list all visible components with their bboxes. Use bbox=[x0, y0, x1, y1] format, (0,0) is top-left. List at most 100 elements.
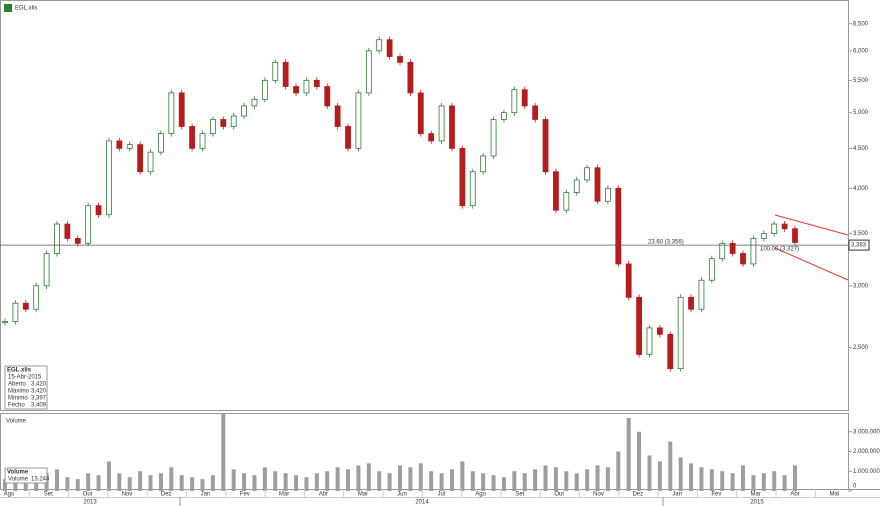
candle bbox=[604, 187, 611, 202]
candle bbox=[64, 223, 71, 239]
volume-bar bbox=[356, 465, 361, 491]
info-label: Mínimo bbox=[8, 396, 28, 402]
x-tick-label: Set bbox=[44, 492, 53, 498]
year-label: 2015 bbox=[750, 500, 764, 506]
volume-bar bbox=[210, 475, 215, 491]
candle bbox=[771, 223, 778, 234]
volume-bar bbox=[190, 477, 195, 491]
volume-bar bbox=[689, 463, 694, 491]
volume-bar bbox=[616, 451, 621, 491]
candle bbox=[43, 253, 50, 287]
volume-bar bbox=[533, 469, 538, 491]
x-tick-label: Fev bbox=[240, 492, 250, 498]
volume-bar bbox=[325, 471, 330, 491]
candle bbox=[760, 233, 767, 239]
candle bbox=[106, 140, 112, 216]
candle bbox=[490, 119, 497, 157]
candle bbox=[282, 61, 289, 87]
trend-line bbox=[774, 214, 849, 236]
x-tick-label: Set bbox=[515, 492, 524, 498]
volume-bar bbox=[273, 471, 278, 491]
volume-bar bbox=[553, 467, 558, 491]
volume-bar bbox=[720, 471, 725, 491]
candle bbox=[220, 119, 227, 127]
volume-bar bbox=[501, 477, 506, 491]
candle bbox=[594, 167, 601, 202]
y-tick-label: 6,000 bbox=[853, 48, 869, 54]
volume-bar bbox=[408, 467, 413, 491]
candle bbox=[719, 242, 726, 260]
y-tick-label: 3,000 bbox=[853, 283, 869, 289]
volume-bar bbox=[782, 475, 787, 491]
x-tick-label: Fev bbox=[711, 492, 721, 498]
volume-bar bbox=[148, 475, 153, 491]
volume-bar bbox=[522, 473, 527, 491]
volume-bar bbox=[294, 475, 299, 491]
candle bbox=[303, 79, 310, 94]
candle bbox=[355, 92, 362, 149]
info-value: 13.244 bbox=[31, 477, 50, 483]
x-tick-label: Mai bbox=[829, 492, 839, 498]
candle bbox=[480, 155, 487, 173]
candle bbox=[501, 112, 507, 120]
header-title[interactable]: EGL.xlis bbox=[15, 6, 37, 12]
x-tick-label: Mar bbox=[751, 492, 761, 498]
candle bbox=[365, 50, 372, 94]
info-box bbox=[4, 467, 48, 484]
candle bbox=[158, 133, 164, 153]
volume-bar bbox=[54, 469, 59, 491]
y-tick-label: 3.000.000 bbox=[853, 429, 880, 435]
y-tick-label: 5,500 bbox=[853, 78, 869, 84]
candle bbox=[2, 321, 8, 323]
volume-bar bbox=[418, 463, 423, 491]
volume-bar bbox=[751, 475, 756, 491]
volume-bar bbox=[106, 461, 111, 491]
x-tick-label: Out bbox=[554, 492, 564, 498]
volume-bar bbox=[657, 461, 662, 491]
volume-bar bbox=[605, 467, 610, 491]
volume-bar bbox=[117, 473, 122, 491]
info-value: 3,397 bbox=[31, 396, 47, 402]
volume-bar bbox=[574, 473, 579, 491]
info-date: 15-Abr-2015 bbox=[8, 375, 42, 381]
candle bbox=[698, 279, 705, 310]
info-label: Fecho bbox=[8, 403, 25, 409]
volume-bar bbox=[470, 471, 475, 491]
year-label: 2014 bbox=[415, 500, 429, 506]
volume-bar bbox=[512, 471, 517, 491]
candle bbox=[33, 285, 40, 310]
x-tick-label: Jul bbox=[437, 492, 445, 498]
x-tick-label: Mar bbox=[279, 492, 289, 498]
x-tick-label: Jan bbox=[672, 492, 682, 498]
candle bbox=[147, 151, 154, 173]
volume-bar bbox=[158, 473, 163, 491]
candle bbox=[241, 105, 247, 117]
volume-bar bbox=[231, 469, 236, 491]
volume-bar bbox=[86, 473, 91, 491]
volume-bar bbox=[262, 467, 267, 491]
price-badge bbox=[848, 239, 870, 251]
candle bbox=[74, 238, 81, 244]
annotation: 23.60 (3,356) bbox=[648, 240, 684, 246]
candle bbox=[12, 302, 19, 322]
candle bbox=[272, 61, 279, 81]
y-tick-label: 2,500 bbox=[853, 345, 869, 351]
candle bbox=[542, 119, 549, 173]
x-tick-label: Abr bbox=[790, 492, 799, 498]
candle bbox=[573, 179, 580, 193]
candle bbox=[511, 89, 518, 114]
volume-bar bbox=[252, 475, 257, 491]
candle bbox=[54, 223, 60, 254]
info-label: Aberto bbox=[8, 382, 26, 388]
info-value: 3,420 bbox=[31, 382, 47, 388]
volume-bar bbox=[398, 465, 402, 491]
volume-bar bbox=[127, 477, 132, 491]
volume-bar bbox=[242, 473, 247, 491]
candle bbox=[563, 192, 570, 211]
volume-bar bbox=[761, 473, 766, 491]
y-tick-label: 3,500 bbox=[853, 231, 869, 237]
volume-bar bbox=[543, 465, 548, 491]
candle bbox=[126, 144, 133, 149]
